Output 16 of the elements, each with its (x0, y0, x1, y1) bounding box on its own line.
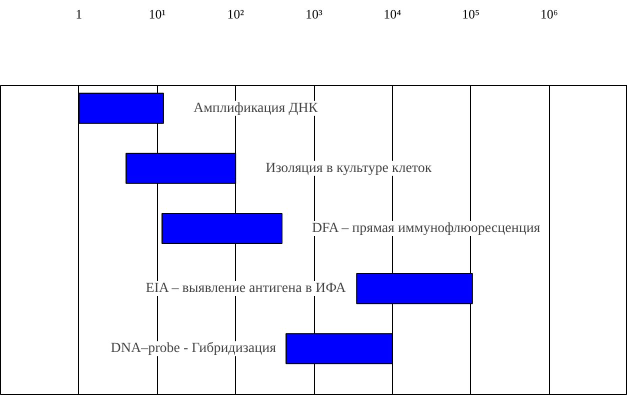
bar (162, 212, 282, 244)
x-tick-label: 10⁶ (540, 6, 558, 22)
y-tick-label: Изоляция в культуре клеток (266, 160, 432, 176)
x-tick-label: 10² (227, 6, 244, 22)
y-tick-label: DNA–probe - Гибридизация (110, 341, 277, 356)
x-tick-label: 10¹ (148, 6, 166, 22)
x-tick-label: 10³ (306, 6, 323, 22)
y-tick-label: DFA – прямая иммунофлюоресценция (312, 220, 541, 236)
x-tick-label: 10⁵ (462, 6, 480, 22)
bar (126, 152, 236, 184)
y-tick-label: EIA – выявление антигена в ИФА (146, 281, 347, 296)
x-tick-label: 1 (76, 6, 82, 22)
bar (286, 333, 393, 364)
bar (356, 273, 473, 304)
x-tick-label: 10⁴ (384, 6, 402, 22)
y-tick-label: Амплификация ДНК (193, 100, 318, 116)
